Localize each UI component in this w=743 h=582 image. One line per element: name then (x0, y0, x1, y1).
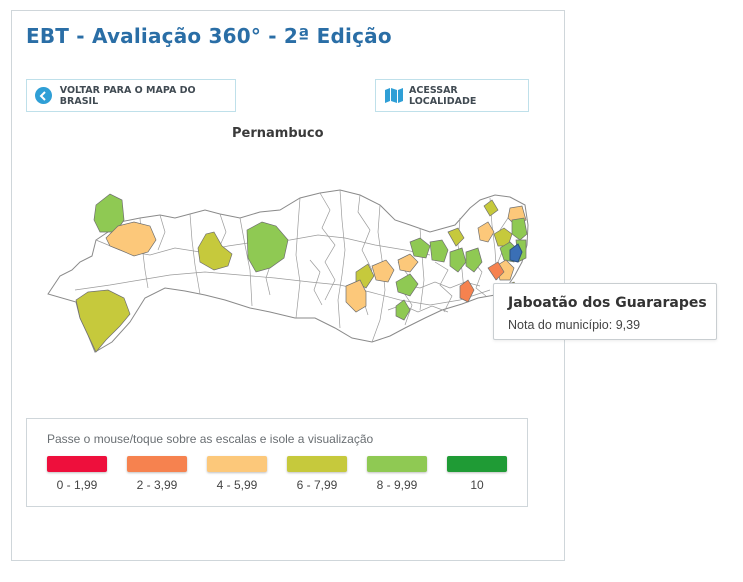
municipality-region-12[interactable] (429, 239, 449, 263)
municipality-region-19[interactable] (493, 227, 513, 247)
municipality-region-22[interactable] (487, 261, 505, 281)
legend-label: 6 - 7,99 (296, 478, 338, 492)
legend-swatch (207, 456, 267, 472)
legend-item-1[interactable]: 2 - 3,99 (127, 456, 187, 492)
legend-item-0[interactable]: 0 - 1,99 (47, 456, 107, 492)
back-button-label: VOLTAR PARA O MAPA DO BRASIL (59, 84, 196, 107)
municipality-region-13[interactable] (447, 227, 465, 247)
legend-swatch (287, 456, 347, 472)
legend-label: 4 - 5,99 (216, 478, 258, 492)
municipality-region-4[interactable] (246, 221, 289, 273)
legend-label: 2 - 3,99 (136, 478, 178, 492)
highlighted-municipality[interactable] (509, 243, 523, 263)
access-locality-button[interactable]: ACESSAR LOCALIDADE (375, 79, 529, 112)
municipality-region-3[interactable] (197, 231, 233, 271)
municipality-region-9[interactable] (395, 273, 419, 297)
municipality-region-1[interactable] (105, 221, 157, 257)
legend-swatch (447, 456, 507, 472)
municipality-tooltip: Jaboatão dos Guararapes Nota do municípi… (493, 283, 717, 340)
legend-item-4[interactable]: 8 - 9,99 (367, 456, 427, 492)
legend-item-5[interactable]: 10 (447, 456, 507, 492)
back-to-brazil-map-button[interactable]: VOLTAR PARA O MAPA DO BRASIL (26, 79, 236, 112)
municipality-region-11[interactable] (409, 237, 431, 259)
municipality-region-24[interactable] (511, 217, 528, 241)
legend-label: 8 - 9,99 (376, 478, 418, 492)
legend-swatch (127, 456, 187, 472)
state-name: Pernambuco (232, 126, 324, 141)
page-title: EBT - Avaliação 360° - 2ª Edição (26, 24, 392, 48)
legend-label: 10 (470, 478, 484, 492)
score-legend: Passe o mouse/toque sobre as escalas e i… (26, 418, 528, 507)
legend-instruction: Passe o mouse/toque sobre as escalas e i… (47, 432, 374, 446)
municipality-region-6[interactable] (345, 279, 367, 313)
municipality-region-14[interactable] (449, 247, 467, 273)
municipality-region-8[interactable] (397, 253, 419, 273)
legend-item-3[interactable]: 6 - 7,99 (287, 456, 347, 492)
municipality-region-17[interactable] (483, 199, 499, 217)
legend-item-2[interactable]: 4 - 5,99 (207, 456, 267, 492)
municipality-region-7[interactable] (371, 259, 395, 283)
legend-swatch (47, 456, 107, 472)
legend-label: 0 - 1,99 (56, 478, 98, 492)
legend-swatch (367, 456, 427, 472)
municipality-region-23[interactable] (459, 279, 475, 303)
access-button-label: ACESSAR LOCALIDADE (409, 84, 477, 107)
chevron-left-icon (35, 87, 52, 104)
municipality-region-2[interactable] (75, 289, 131, 353)
tooltip-score: Nota do município: 9,39 (508, 318, 641, 332)
municipality-region-16[interactable] (477, 221, 495, 243)
municipality-region-10[interactable] (395, 299, 411, 321)
tooltip-title: Jaboatão dos Guararapes (508, 295, 707, 311)
map-icon (384, 87, 404, 104)
municipality-region-15[interactable] (465, 247, 483, 273)
